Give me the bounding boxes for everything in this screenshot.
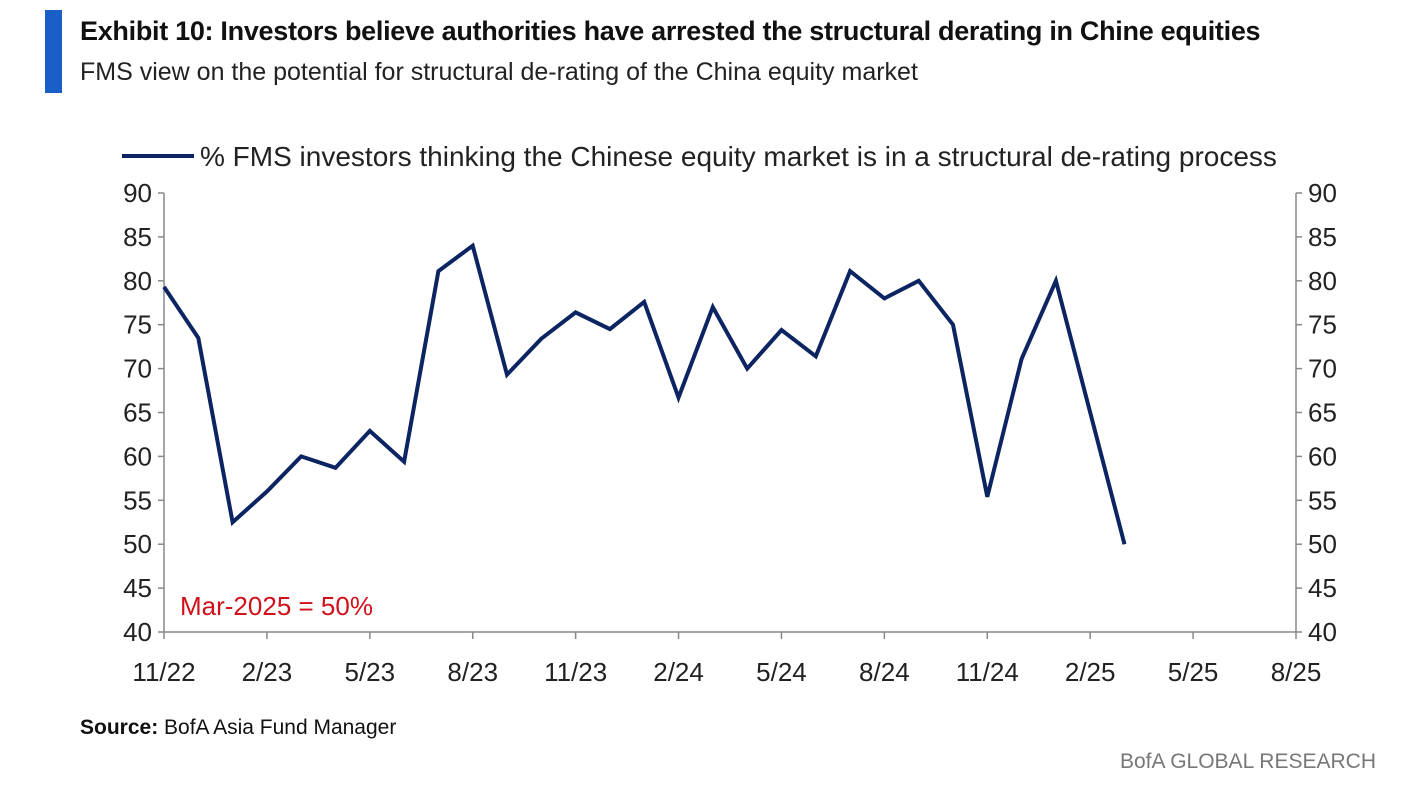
x-tick-label: 5/23 xyxy=(345,657,396,687)
y-tick-label-left: 90 xyxy=(123,178,152,208)
y-tick-label-left: 65 xyxy=(123,398,152,428)
y-tick-label-right: 60 xyxy=(1308,441,1337,471)
y-tick-label-right: 85 xyxy=(1308,222,1337,252)
y-tick-label-left: 55 xyxy=(123,485,152,515)
x-tick-label: 2/25 xyxy=(1065,657,1116,687)
x-tick-label: 2/23 xyxy=(242,657,293,687)
chart-title: Exhibit 10: Investors believe authoritie… xyxy=(80,16,1261,46)
source-text: BofA Asia Fund Manager xyxy=(158,716,397,739)
source-note: Source: BofA Asia Fund Manager xyxy=(80,716,396,740)
y-tick-label-right: 45 xyxy=(1308,573,1337,603)
y-tick-label-right: 75 xyxy=(1308,310,1337,340)
x-tick-label: 8/23 xyxy=(447,657,498,687)
y-tick-label-left: 60 xyxy=(123,441,152,471)
y-tick-label-left: 40 xyxy=(123,617,152,647)
y-tick-label-left: 70 xyxy=(123,354,152,384)
x-tick-label: 8/25 xyxy=(1271,657,1322,687)
x-tick-label: 11/23 xyxy=(544,657,607,687)
y-tick-label-right: 90 xyxy=(1308,178,1337,208)
x-tick-label: 5/24 xyxy=(756,657,807,687)
x-tick-label: 2/24 xyxy=(653,657,704,687)
series-line xyxy=(162,242,1127,545)
brand-label: BofA GLOBAL RESEARCH xyxy=(1120,750,1376,773)
x-tick-label: 5/25 xyxy=(1168,657,1219,687)
legend-label: % FMS investors thinking the Chinese equ… xyxy=(200,141,1277,172)
annotation-label: Mar-2025 = 50% xyxy=(180,591,373,621)
source-label: Source: xyxy=(80,716,159,739)
x-tick-label: 8/24 xyxy=(859,657,910,687)
y-tick-label-right: 70 xyxy=(1308,354,1337,384)
y-tick-label-left: 50 xyxy=(123,529,152,559)
y-tick-label-left: 80 xyxy=(123,266,152,296)
y-tick-label-right: 65 xyxy=(1308,398,1337,428)
y-tick-label-right: 55 xyxy=(1308,485,1337,515)
y-tick-label-left: 45 xyxy=(123,573,152,603)
y-tick-label-left: 85 xyxy=(123,222,152,252)
y-tick-label-right: 40 xyxy=(1308,617,1337,647)
accent-bar xyxy=(45,10,62,93)
y-tick-label-left: 75 xyxy=(123,310,152,340)
y-tick-label-right: 50 xyxy=(1308,529,1337,559)
x-tick-label: 11/24 xyxy=(956,657,1019,687)
y-tick-label-right: 80 xyxy=(1308,266,1337,296)
chart-subtitle: FMS view on the potential for structural… xyxy=(80,58,918,86)
x-tick-label: 11/22 xyxy=(132,657,195,687)
